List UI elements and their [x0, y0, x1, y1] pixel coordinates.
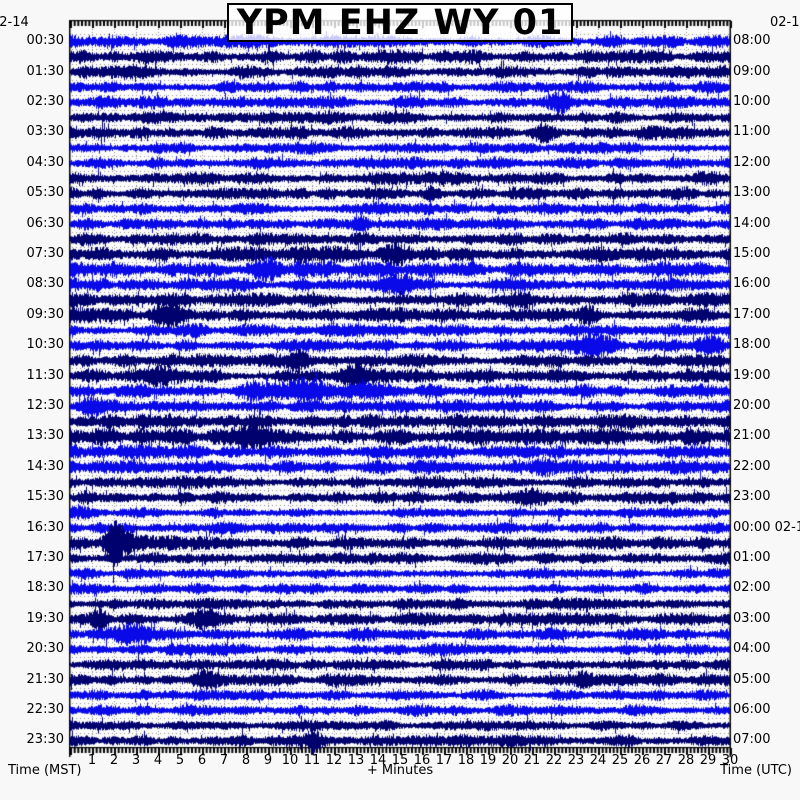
- mst-time-label: 15:30: [26, 489, 64, 505]
- minutes-axis-title: + Minutes: [366, 763, 434, 778]
- utc-time-label: 05:00: [733, 671, 771, 687]
- mst-time-label: 10:30: [26, 337, 64, 353]
- minute-tick-label: 29: [699, 753, 717, 768]
- utc-time-label: 03:00: [733, 610, 771, 626]
- minute-tick-label: 12: [325, 753, 343, 768]
- utc-time-label: 19:00: [733, 367, 771, 383]
- utc-time-label: 11:00: [733, 124, 771, 140]
- mst-time-label: 19:30: [26, 610, 64, 626]
- minute-tick-label: 8: [241, 753, 251, 768]
- mst-time-label: 12:30: [26, 397, 64, 413]
- mst-time-label: 01:30: [26, 63, 64, 79]
- minute-tick-label: 5: [175, 753, 185, 768]
- station-title: YPM EHZ WY 01: [236, 2, 564, 43]
- minute-tick-label: 15: [391, 753, 409, 768]
- utc-time-label: 15:00: [733, 245, 771, 261]
- mst-time-label: 05:30: [26, 185, 64, 201]
- minute-tick-label: 7: [219, 753, 229, 768]
- minute-tick-label: 3: [131, 753, 141, 768]
- utc-time-label: 21:00: [733, 428, 771, 444]
- mst-time-label: 00:30: [26, 33, 64, 49]
- minute-tick-label: 27: [655, 753, 673, 768]
- utc-time-label: 09:00: [733, 63, 771, 79]
- minute-tick-label: 25: [611, 753, 629, 768]
- date-label-top-right: 02-14: [770, 15, 800, 30]
- minute-tick-label: 11: [303, 753, 321, 768]
- utc-time-label: 13:00: [733, 185, 771, 201]
- mst-time-label: 03:30: [26, 124, 64, 140]
- minute-tick-label: 24: [589, 753, 607, 768]
- utc-time-label: 01:00: [733, 549, 771, 565]
- minute-tick-label: 26: [633, 753, 651, 768]
- utc-time-label: 07:00: [733, 732, 771, 748]
- utc-time-label: 08:00: [733, 33, 771, 49]
- utc-time-label: 06:00: [733, 701, 771, 717]
- minute-tick-label: 22: [545, 753, 563, 768]
- mst-time-label: 16:30: [26, 519, 64, 535]
- utc-time-label: 16:00: [733, 276, 771, 292]
- mst-time-label: 14:30: [26, 458, 64, 474]
- mst-time-label: 09:30: [26, 306, 64, 322]
- utc-axis-title: Time (UTC): [720, 763, 792, 778]
- minute-tick-label: 2: [109, 753, 119, 768]
- utc-time-label: 04:00: [733, 641, 771, 657]
- mst-time-label: 20:30: [26, 641, 64, 657]
- date-label-top-left: 02-14: [0, 15, 29, 30]
- utc-time-label: 22:00: [733, 458, 771, 474]
- mst-time-label: 23:30: [26, 732, 64, 748]
- mst-time-label: 22:30: [26, 701, 64, 717]
- minute-tick-label: 16: [413, 753, 431, 768]
- utc-time-label: 17:00: [733, 306, 771, 322]
- station-title-box: YPM EHZ WY 01: [227, 2, 573, 43]
- mst-time-label: 21:30: [26, 671, 64, 687]
- mst-time-label: 07:30: [26, 245, 64, 261]
- minute-tick-label: 23: [567, 753, 585, 768]
- minute-tick-label: 14: [369, 753, 387, 768]
- utc-time-label: 00:00 02-15: [733, 519, 800, 535]
- mst-time-label: 18:30: [26, 580, 64, 596]
- mst-time-label: 02:30: [26, 93, 64, 109]
- utc-time-label: 23:00: [733, 489, 771, 505]
- utc-time-label: 10:00: [733, 93, 771, 109]
- minute-tick-label: 21: [523, 753, 541, 768]
- minute-tick-label: 20: [501, 753, 519, 768]
- mst-time-label: 06:30: [26, 215, 64, 231]
- minute-tick-label: 10: [281, 753, 299, 768]
- mst-time-label: 11:30: [26, 367, 64, 383]
- mst-time-label: 08:30: [26, 276, 64, 292]
- mst-time-label: 04:30: [26, 154, 64, 170]
- mst-time-label: 13:30: [26, 428, 64, 444]
- minute-tick-label: 30: [721, 753, 739, 768]
- minute-tick-label: 9: [263, 753, 273, 768]
- utc-time-label: 02:00: [733, 580, 771, 596]
- mst-axis-title: Time (MST): [8, 763, 82, 778]
- minute-tick-label: 17: [435, 753, 453, 768]
- minute-tick-label: 13: [347, 753, 365, 768]
- minute-tick-label: 28: [677, 753, 695, 768]
- minute-tick-label: 4: [153, 753, 163, 768]
- mst-time-label: 17:30: [26, 549, 64, 565]
- minute-tick-label: 6: [197, 753, 207, 768]
- minute-tick-label: 19: [479, 753, 497, 768]
- minute-tick-label: 18: [457, 753, 475, 768]
- utc-time-label: 14:00: [733, 215, 771, 231]
- utc-time-label: 20:00: [733, 397, 771, 413]
- utc-time-label: 18:00: [733, 337, 771, 353]
- minute-tick-label: 1: [87, 753, 97, 768]
- utc-time-label: 12:00: [733, 154, 771, 170]
